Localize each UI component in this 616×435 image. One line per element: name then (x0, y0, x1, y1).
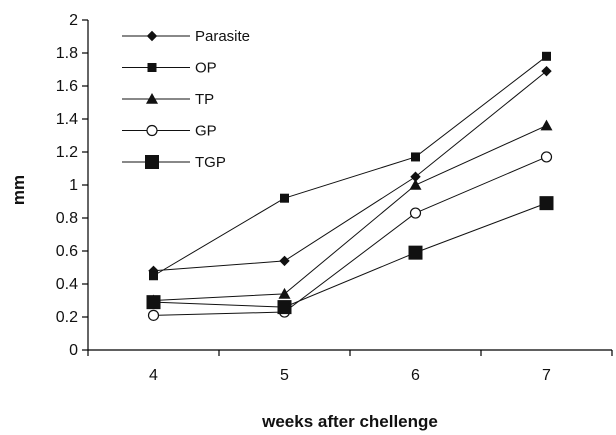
series-line-op (153, 55, 547, 277)
legend-label: GP (195, 123, 217, 140)
y-tick-label: 0.6 (56, 243, 78, 260)
data-point-tgp (539, 196, 554, 211)
y-tick-label: 0 (69, 342, 78, 359)
x-tick-label: 7 (542, 367, 551, 384)
y-tick-label: 1.4 (56, 111, 78, 128)
series-line-gp (153, 156, 547, 316)
series-line-tgp (153, 202, 547, 308)
data-point-gp (147, 309, 160, 321)
legend-label: OP (195, 60, 217, 77)
data-point-tgp (146, 295, 161, 310)
series-line-tp (153, 125, 547, 301)
legend-label: TP (195, 91, 214, 108)
x-tick-label: 6 (411, 367, 420, 384)
y-tick-label: 1.8 (56, 45, 78, 62)
data-point-op (411, 152, 420, 162)
x-axis-title: weeks after chellenge (261, 412, 438, 431)
data-point-tgp (277, 300, 292, 315)
data-point-tp (540, 119, 553, 131)
y-tick-label: 1.2 (56, 144, 78, 161)
x-tick-label: 5 (280, 367, 289, 384)
y-tick-label: 0.4 (56, 276, 78, 293)
x-tick-label: 4 (149, 367, 158, 384)
series-lines (153, 55, 547, 316)
data-point-tgp (408, 245, 423, 260)
data-point-op (149, 271, 158, 281)
data-point-tp (278, 287, 291, 299)
y-tick-label: 1 (69, 177, 78, 194)
data-point-parasite (279, 255, 290, 267)
data-point-tp (409, 179, 422, 190)
legend-marker-tp (146, 93, 158, 104)
y-axis-title: mm (9, 175, 28, 205)
data-point-gp (540, 151, 553, 163)
legend-marker-parasite (146, 30, 158, 42)
series-line-parasite (153, 70, 547, 272)
y-tick-label: 0.2 (56, 309, 78, 326)
y-tick-label: 0.8 (56, 210, 78, 227)
data-point-op (280, 193, 289, 203)
data-point-op (542, 51, 551, 61)
axes: 0 0.2 0.4 0.6 0.8 1 1.2 1.4 1.6 1.8 2 4 5 6 7 (56, 12, 613, 384)
y-tick-label: 2 (69, 12, 78, 29)
legend-marker-tgp (145, 155, 159, 169)
legend-marker-gp (146, 124, 158, 137)
series-markers (146, 51, 554, 321)
data-point-gp (409, 207, 422, 219)
data-point-parasite (541, 65, 552, 77)
y-tick-label: 1.6 (56, 78, 78, 95)
legend-marker-op (147, 63, 157, 72)
legend-label: Parasite (195, 28, 250, 45)
legend-label: TGP (195, 154, 226, 171)
legend: Parasite OP TP GP TGP (122, 28, 250, 171)
